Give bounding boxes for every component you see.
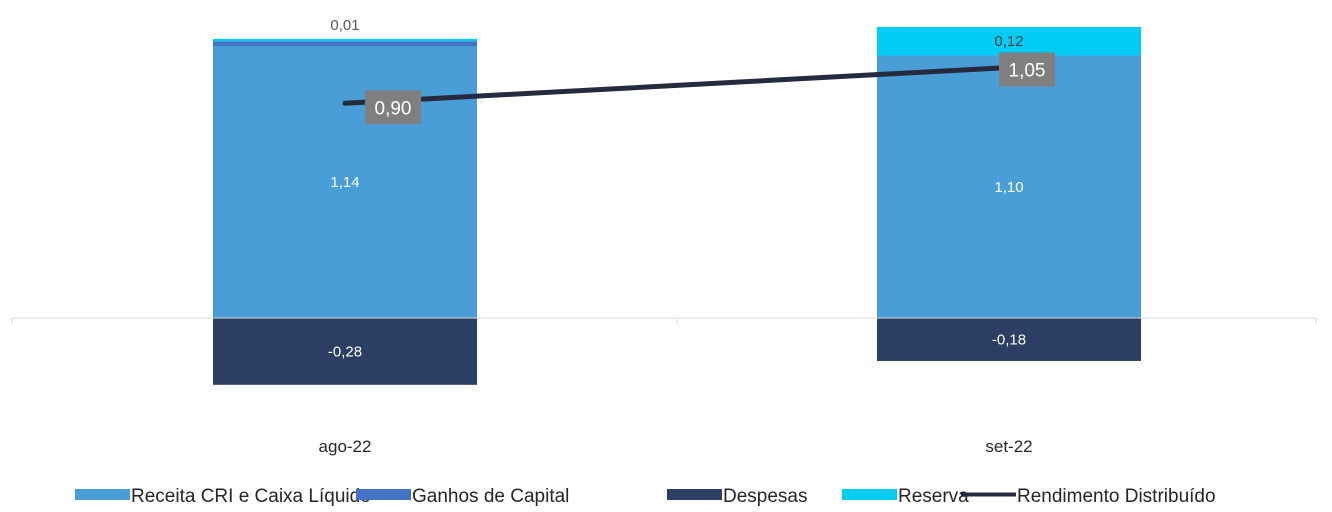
bar-label-set-22-series-2: -0,18: [992, 331, 1026, 348]
legend-label-0: Receita CRI e Caixa Líquido: [131, 486, 371, 507]
line-label-box-set-22: [999, 52, 1055, 87]
legend-swatch-0: [75, 489, 130, 500]
legend: Receita CRI e Caixa Líquido Ganhos de Cap…: [75, 486, 1216, 507]
bar-label-set-22-series-0: 1,10: [994, 179, 1023, 196]
bar-set-22-series-0: [877, 55, 1141, 319]
bar-ago-22-series-2: [213, 318, 477, 385]
x-tick-label-ago-22: ago-22: [319, 437, 372, 456]
legend-label-1: Ganhos de Capital: [412, 486, 569, 507]
bar-set-22-series-2: [877, 318, 1141, 361]
legend-label-2: Despesas: [723, 486, 808, 507]
axis-layer: [11, 317, 1317, 324]
x-tick-label-set-22: set-22: [985, 437, 1032, 456]
bar-set-22-series-3: [877, 26, 1141, 56]
legend-label-4: Rendimento Distribuído: [1017, 486, 1216, 507]
legend-swatch-1: [356, 489, 411, 500]
bar-ago-22-series-3: [213, 38, 477, 42]
legend-swatch-3: [842, 489, 897, 500]
line-label-box-ago-22: [365, 90, 421, 125]
bar-label-set-22-series-3: 0,12: [994, 33, 1023, 50]
bar-labels-layer: 1,14 -0,28 0,01 1,10 -0,18 0,12: [328, 17, 1026, 361]
bar-label-ago-22-series-3: 0,01: [330, 17, 359, 34]
line-label-ago-22: 0,90: [375, 98, 412, 119]
x-labels-layer: ago-22 set-22: [319, 437, 1033, 456]
bar-ago-22-series-0: [213, 46, 477, 318]
line-layer: 0,90 1,05: [342, 52, 1055, 125]
bars-layer: [213, 26, 1141, 385]
line-rendimento-distribuido: [342, 64, 1012, 106]
legend-label-3: Reserva: [898, 486, 969, 507]
bar-label-ago-22-series-0: 1,14: [330, 174, 359, 191]
bar-label-ago-22-series-2: -0,28: [328, 343, 362, 360]
line-label-set-22: 1,05: [1009, 60, 1046, 81]
legend-swatch-2: [667, 489, 722, 500]
bar-ago-22-series-1: [213, 41, 477, 46]
